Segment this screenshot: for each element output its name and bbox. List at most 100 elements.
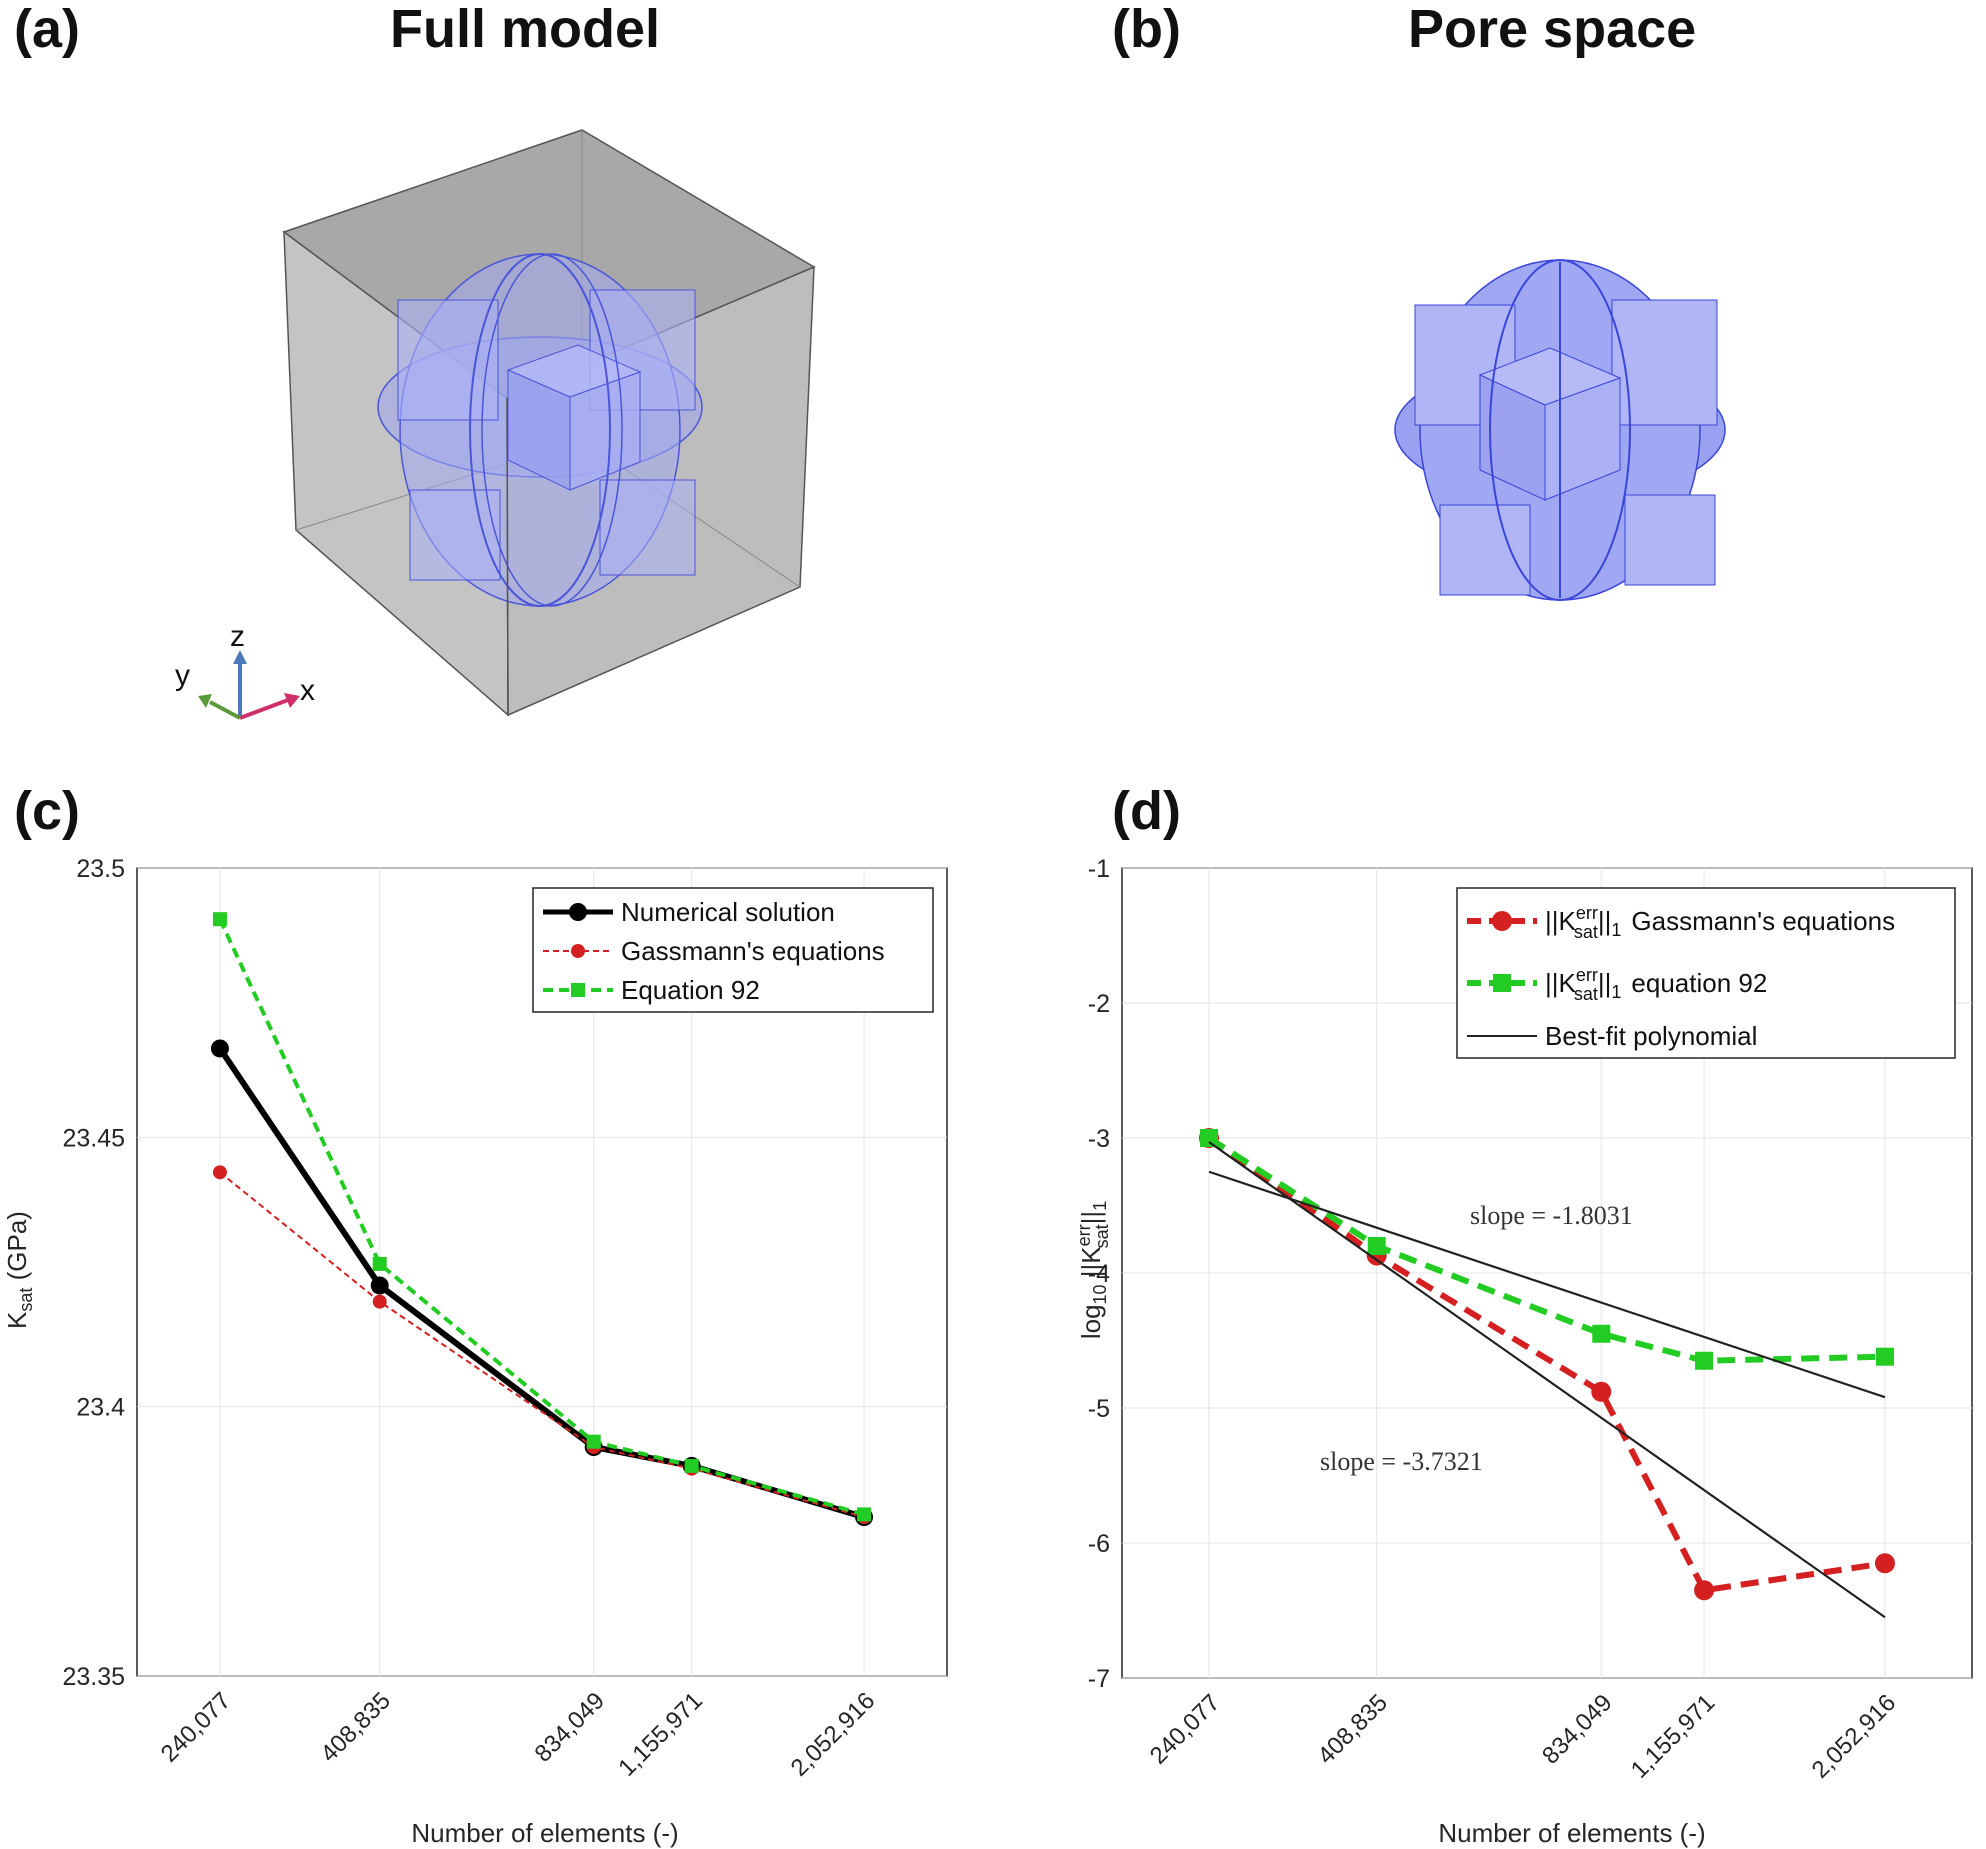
y-tick-label: 23.5 [76, 855, 125, 883]
legend-eq92-label: Equation 92 [621, 975, 760, 1005]
triad-z-arrow [233, 650, 247, 664]
slope-label-1: slope = -1.8031 [1470, 1201, 1633, 1230]
legend-gassmann-label: Gassmann's equations [621, 936, 885, 966]
pore-cube-bottom-left [409, 489, 501, 581]
chart-d-ylabel-pre: log [1076, 1304, 1106, 1339]
legend-gassmann-norm-sub: 1 [1611, 920, 1621, 940]
legend-eq92-norm-close: || [1598, 968, 1612, 998]
x-tick-label: 834,049 [530, 1687, 610, 1767]
chart-c-ylabel-unit: (GPa) [2, 1211, 32, 1288]
pore-ring-vertical-1 [1489, 259, 1631, 601]
chart-d-ylabel: log10 ||Kerrsat||1 [1074, 1201, 1112, 1339]
pore-cube-bottom-left [1439, 504, 1531, 596]
legend-gassmann-marker [1492, 911, 1512, 931]
panel-b-label: (b) [1112, 0, 1181, 59]
pore-cube-front-right [569, 371, 641, 491]
legend-gassmann-marker [571, 944, 585, 958]
eq92-point [857, 1507, 872, 1522]
y-tick-label: 23.4 [76, 1394, 125, 1422]
legend-gassmann-norm-close: || [1598, 906, 1612, 936]
panel-b-title: Pore space [1408, 0, 1697, 59]
triad-x-axis [239, 698, 289, 720]
gassmann-point [372, 1294, 387, 1309]
x-tick-label: 2,052,916 [786, 1687, 881, 1782]
full-model-illustration: z x y [175, 129, 816, 720]
chart-c-ylabel-main: K [2, 1311, 32, 1329]
eq92-point [1367, 1237, 1386, 1255]
legend-eq92-norm-open: ||K [1545, 968, 1577, 998]
numerical-point [370, 1276, 389, 1295]
legend-eq92-marker [1493, 974, 1511, 992]
chart-d-ylabel-sup: err [1074, 1224, 1094, 1246]
pore-cube-bottom-right [1624, 494, 1716, 586]
eq92-point [212, 912, 227, 927]
eq92-point [372, 1256, 387, 1271]
chart-d-xlabel: Number of elements (-) [1438, 1818, 1705, 1848]
x-tick-label: 1,155,971 [613, 1687, 708, 1782]
triad-y-label: y [175, 659, 190, 692]
triad-x-label: x [300, 674, 315, 707]
y-tick-label: -7 [1088, 1665, 1110, 1693]
eq92-point [1875, 1347, 1894, 1366]
y-tick-label: -1 [1088, 855, 1110, 883]
chart-c: 240,077 408,835 834,049 1,155,971 2,052,916 2… [2, 855, 948, 1848]
fit-line [1208, 1141, 1886, 1619]
eq92-point [1592, 1324, 1611, 1343]
chart-d-legend [1456, 887, 1956, 1059]
pore-cube-back-right [1611, 299, 1718, 426]
x-tick-label: 408,835 [316, 1687, 396, 1767]
triad-x-arrow [284, 693, 300, 708]
chart-d-ylabel-sub: sat [1092, 1224, 1112, 1248]
legend-eq92-sub: sat [1574, 984, 1598, 1004]
chart-d-ylabel-norm-close: || [1076, 1211, 1106, 1225]
y-tick-label: -3 [1088, 1125, 1110, 1153]
gassmann-point [1591, 1381, 1612, 1402]
triad-y-arrow [198, 694, 212, 708]
panel-d-label: (d) [1112, 781, 1181, 841]
legend-gassmann-label: ||Kerr sat||1 Gassmann's equations [1545, 903, 1895, 942]
eq92-point [684, 1458, 699, 1473]
box-front-edge-overlay [506, 397, 509, 716]
gassmann-point [212, 1165, 227, 1180]
legend-gassmann-sub: sat [1574, 922, 1598, 942]
legend-eq92-marker [571, 983, 585, 997]
pore-cube-bottom-right [599, 479, 696, 576]
pore-space-illustration [1394, 259, 1726, 601]
chart-c-ylabel: Ksat (GPa) [2, 1211, 36, 1329]
pore-ring-vertical-1 [469, 253, 611, 607]
x-tick-label: 240,077 [1145, 1689, 1225, 1769]
panel-a-label: (a) [14, 0, 80, 59]
x-tick-label: 1,155,971 [1626, 1689, 1721, 1784]
numerical-point [210, 1039, 229, 1058]
pore-cube-back-left [397, 299, 499, 421]
y-tick-label: -6 [1088, 1530, 1110, 1558]
gassmann-point [1694, 1580, 1715, 1601]
triad-y-axis [209, 700, 241, 720]
legend-gassmann-norm-open: ||K [1545, 906, 1577, 936]
x-tick-label: 408,835 [1313, 1689, 1393, 1769]
y-tick-label: 23.45 [62, 1124, 125, 1152]
legend-numerical-label: Numerical solution [621, 897, 835, 927]
chart-d-ylabel-norm-open: ||K [1076, 1246, 1106, 1285]
panel-a-title: Full model [390, 0, 660, 59]
pore-cube-front-right [1544, 377, 1621, 501]
gassmann-point [1874, 1553, 1895, 1574]
x-tick-label: 2,052,916 [1807, 1689, 1902, 1784]
eq92-point [1695, 1351, 1714, 1370]
legend-eq92-label: ||Kerr sat||1 equation 92 [1545, 965, 1767, 1004]
panel-c-label: (c) [14, 781, 80, 841]
legend-numerical-marker [569, 903, 587, 921]
y-tick-label: 23.35 [62, 1663, 125, 1691]
slope-label-2: slope = -3.7321 [1320, 1447, 1483, 1476]
y-tick-label: -5 [1088, 1395, 1110, 1423]
x-tick-label: 240,077 [156, 1687, 236, 1767]
chart-d: 240,077 408,835 834,049 1,155,971 2,052,916 -… [1074, 855, 1973, 1848]
x-tick-label: 834,049 [1537, 1689, 1617, 1769]
chart-d-ylabel-norm-sub: 1 [1090, 1201, 1110, 1211]
y-tick-label: -4 [1088, 1260, 1110, 1288]
legend-gassmann-sup: err [1576, 903, 1598, 923]
eq92-point [586, 1434, 601, 1449]
eq92-point [1200, 1129, 1219, 1147]
triad-z-label: z [230, 620, 245, 653]
chart-c-xlabel: Number of elements (-) [411, 1818, 678, 1848]
